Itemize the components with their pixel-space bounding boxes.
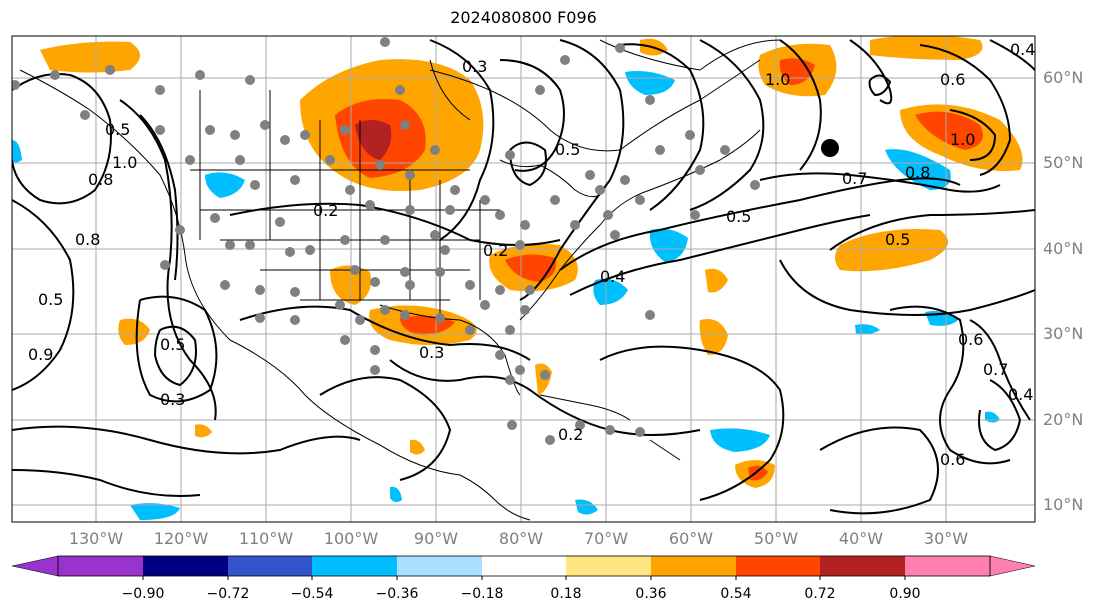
contour-label: 0.5 xyxy=(105,120,130,139)
contour-label: 0.7 xyxy=(983,360,1008,379)
contour-label: 0.8 xyxy=(75,230,100,249)
contour-label: 0.6 xyxy=(940,450,965,469)
colorbar-tick-label: 0.72 xyxy=(804,586,836,602)
station-markers xyxy=(12,37,760,445)
contour-label: 0.4 xyxy=(1010,40,1035,59)
contour-label: 0.3 xyxy=(419,343,444,362)
negative-anomaly-fills xyxy=(12,71,1000,520)
contour-label: 0.2 xyxy=(483,241,508,260)
colorbar-tick-label: 0.36 xyxy=(635,586,667,602)
map-title: 2024080800 F096 xyxy=(450,8,597,27)
map-frame xyxy=(11,35,1036,523)
contour-label: 0.3 xyxy=(160,390,185,409)
contour-label: 0.8 xyxy=(88,170,113,189)
longitude-label: 50°W xyxy=(753,529,799,548)
colorbar-tick-label: −0.36 xyxy=(375,586,419,602)
latitude-label: 40°N xyxy=(1043,239,1084,258)
latitude-label: 60°N xyxy=(1043,68,1084,87)
contour-label: 0.5 xyxy=(160,335,185,354)
contour-label: 0.4 xyxy=(600,267,625,286)
latitude-label: 50°N xyxy=(1043,153,1084,172)
longitude-label: 40°W xyxy=(838,529,884,548)
contour-label: 0.5 xyxy=(885,230,910,249)
longitude-label: 80°W xyxy=(498,529,544,548)
colorbar-tick-label: 0.54 xyxy=(720,586,752,602)
contour-label: 0.2 xyxy=(558,425,583,444)
contour-label: 0.5 xyxy=(555,140,580,159)
colorbar-tick-label: −0.54 xyxy=(290,586,334,602)
contour-label: 0.7 xyxy=(842,169,867,188)
coastlines xyxy=(19,39,781,521)
longitude-label: 110°W xyxy=(238,529,294,548)
longitude-label: 70°W xyxy=(583,529,629,548)
contour-label: 0.9 xyxy=(28,345,53,364)
contour-label: 1.0 xyxy=(950,130,975,149)
graticule xyxy=(12,36,1035,522)
latitude-label: 10°N xyxy=(1043,495,1084,514)
longitude-label: 90°W xyxy=(413,529,459,548)
contour-label: 0.3 xyxy=(462,57,487,76)
contour-lines xyxy=(12,39,1035,515)
contour-label: 0.5 xyxy=(38,290,63,309)
contour-label: 1.0 xyxy=(765,70,790,89)
longitude-label: 130°W xyxy=(68,529,124,548)
colorbar-tick-label: 0.18 xyxy=(550,586,582,602)
contour-label: 0.5 xyxy=(726,207,751,226)
contour-label: 0.6 xyxy=(940,70,965,89)
longitude-label: 60°W xyxy=(668,529,714,548)
latitude-label: 20°N xyxy=(1043,410,1084,429)
positive-anomaly-fills xyxy=(40,36,1023,488)
longitude-label: 100°W xyxy=(323,529,379,548)
colorbar-tick-label: −0.18 xyxy=(460,586,504,602)
contour-label: 0.4 xyxy=(1008,385,1033,404)
contour-label: 0.6 xyxy=(958,330,983,349)
highlighted-station-marker xyxy=(821,139,839,157)
latitude-label: 30°N xyxy=(1043,324,1084,343)
colorbar-tick-label: −0.90 xyxy=(121,586,165,602)
colorbar xyxy=(11,555,1036,580)
colorbar-tick-label: 0.90 xyxy=(889,586,921,602)
contour-label: 0.8 xyxy=(905,163,930,182)
longitude-label: 30°W xyxy=(923,529,969,548)
contour-label: 1.0 xyxy=(112,153,137,172)
longitude-label: 120°W xyxy=(153,529,209,548)
contour-label: 0.2 xyxy=(313,201,338,220)
colorbar-tick-label: −0.72 xyxy=(206,586,250,602)
